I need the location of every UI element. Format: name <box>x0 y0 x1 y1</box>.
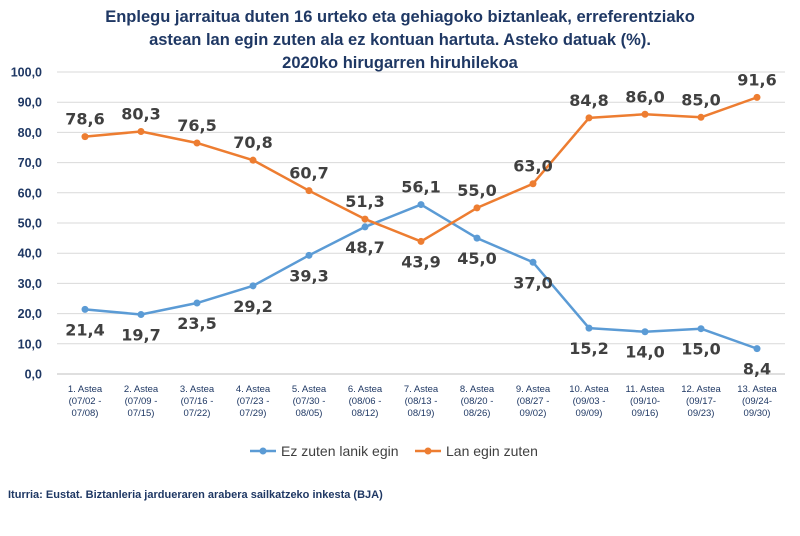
x-tick-label: 11. Astea (09/10-09/16) <box>626 384 666 419</box>
data-label: 70,8 <box>233 133 272 152</box>
chart-title-line-3: 2020ko hirugarren hiruhilekoa <box>282 54 518 72</box>
data-label: 8,4 <box>743 360 771 379</box>
data-label: 21,4 <box>65 320 104 339</box>
data-point <box>753 93 761 101</box>
y-tick-label: 80,0 <box>18 126 42 140</box>
data-point <box>417 201 425 209</box>
data-point <box>417 237 425 245</box>
data-label: 23,5 <box>177 314 216 333</box>
y-tick-label: 90,0 <box>18 96 42 110</box>
data-label: 14,0 <box>625 343 664 362</box>
data-point <box>137 127 145 135</box>
x-tick-label: 6. Astea (08/06 -08/12) <box>348 384 383 419</box>
x-tick-label: 4. Astea (07/23 -07/29) <box>236 384 271 419</box>
data-point <box>641 110 649 118</box>
data-point <box>697 325 705 333</box>
data-label: 37,0 <box>513 273 552 292</box>
grid-lines <box>57 71 785 345</box>
y-tick-label: 30,0 <box>18 277 42 291</box>
data-label: 85,0 <box>681 90 720 109</box>
legend-marker <box>424 447 432 455</box>
data-point <box>361 223 369 231</box>
chart-title-line-2: astean lan egin zuten ala ez kontuan har… <box>149 31 651 49</box>
data-point <box>81 305 89 313</box>
x-tick-label: 2. Astea (07/09 -07/15) <box>124 384 159 419</box>
data-label: 51,3 <box>345 192 384 211</box>
y-tick-label: 10,0 <box>18 337 42 351</box>
x-tick-label: 5. Astea (07/30 -08/05) <box>292 384 327 419</box>
data-label: 55,0 <box>457 181 496 200</box>
y-tick-label: 40,0 <box>18 247 42 261</box>
chart-title-line-1: Enplegu jarraitua duten 16 urteko eta ge… <box>105 8 695 26</box>
data-point <box>193 139 201 147</box>
data-label: 48,7 <box>345 238 384 257</box>
x-axis: 1. Astea (07/02 -07/08) 2. Astea (07/09 -07… <box>57 373 785 419</box>
data-point <box>473 234 481 242</box>
data-label: 56,1 <box>401 178 440 197</box>
x-tick-label: 10. Astea (09/03 -09/09) <box>569 384 609 419</box>
data-point <box>753 345 761 353</box>
data-point <box>641 328 649 336</box>
data-point <box>81 133 89 141</box>
data-label: 63,0 <box>513 157 552 176</box>
data-point <box>361 215 369 223</box>
data-label: 39,3 <box>289 266 328 285</box>
data-label: 45,0 <box>457 249 496 268</box>
data-label: 80,3 <box>121 104 160 123</box>
x-tick-label: 7. Astea (08/13 -08/19) <box>404 384 439 419</box>
data-point <box>305 187 313 195</box>
y-tick-label: 60,0 <box>18 186 42 200</box>
legend-label-2: Lan egin zuten <box>446 443 538 459</box>
data-labels: 21,4 19,7 23,5 29,2 39,3 48,7 56,1 45,0 37,0 15,2… <box>65 70 776 378</box>
data-point <box>305 251 313 259</box>
x-tick-label: 13. Astea (09/24-09/30) <box>737 384 777 419</box>
data-point <box>193 299 201 307</box>
data-point <box>529 258 537 266</box>
chart-title: Enplegu jarraitua duten 16 urteko eta ge… <box>105 8 695 72</box>
legend-label-1: Ez zuten lanik egin <box>281 443 399 459</box>
series-layer <box>81 93 761 353</box>
data-label: 91,6 <box>737 70 776 89</box>
data-label: 15,2 <box>569 339 608 358</box>
data-point <box>585 324 593 332</box>
data-label: 19,7 <box>121 326 160 345</box>
data-label: 43,9 <box>401 252 440 271</box>
data-point <box>585 114 593 122</box>
x-tick-label: 12. Astea (09/17-09/23) <box>681 384 721 419</box>
x-tick-label: 9. Astea (08/27 -09/02) <box>516 384 551 419</box>
data-point <box>249 282 257 290</box>
y-tick-label: 50,0 <box>18 217 42 231</box>
data-label: 15,0 <box>681 340 720 359</box>
x-tick-label: 8. Astea (08/20 -08/26) <box>460 384 495 419</box>
data-point <box>529 180 537 188</box>
x-tick-label: 1. Astea (07/02 -07/08) <box>68 384 103 419</box>
y-axis: 0,0 10,0 20,0 30,0 40,0 50,0 60,0 70,0 80,0 90,0 1… <box>11 66 42 382</box>
data-point <box>697 113 705 121</box>
source-note: Iturria: Eustat. Biztanleria jardueraren… <box>8 489 383 501</box>
y-tick-label: 100,0 <box>11 66 42 80</box>
y-tick-label: 20,0 <box>18 307 42 321</box>
data-label: 78,6 <box>65 110 104 129</box>
data-label: 86,0 <box>625 87 664 106</box>
y-tick-label: 0,0 <box>25 368 42 382</box>
legend: Ez zuten lanik egin Lan egin zuten <box>250 443 538 459</box>
y-tick-label: 70,0 <box>18 156 42 170</box>
data-label: 84,8 <box>569 91 608 110</box>
data-label: 29,2 <box>233 297 272 316</box>
data-label: 60,7 <box>289 164 328 183</box>
data-label: 76,5 <box>177 116 216 135</box>
data-point <box>473 204 481 212</box>
data-point <box>249 156 257 164</box>
x-tick-label: 3. Astea (07/16 -07/22) <box>180 384 215 419</box>
legend-marker <box>259 447 267 455</box>
data-point <box>137 311 145 319</box>
